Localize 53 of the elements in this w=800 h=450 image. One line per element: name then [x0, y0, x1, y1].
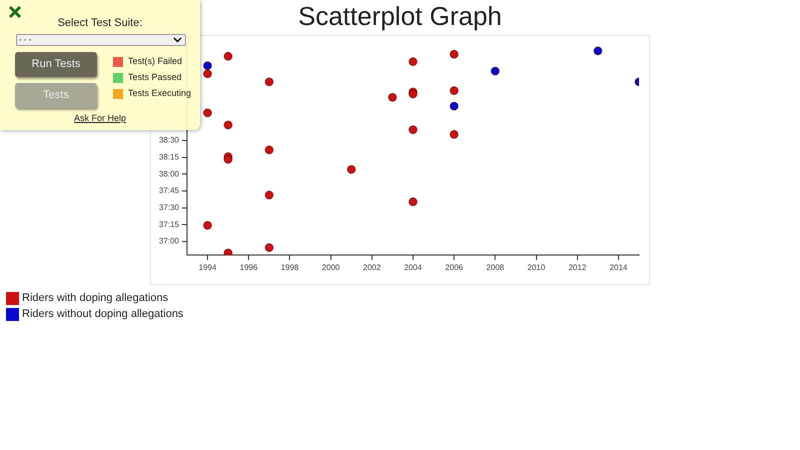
point	[224, 52, 233, 61]
x-tick-label: 1996	[240, 263, 258, 272]
x-tick-label: 2010	[527, 263, 546, 272]
x-tick-label: 2008	[486, 263, 505, 272]
point	[388, 92, 397, 102]
point	[450, 130, 459, 139]
x-tick-label: 1994	[198, 263, 217, 272]
text: Tests	[15, 83, 97, 108]
point	[264, 190, 274, 200]
y-tick-label: 38:00	[158, 169, 180, 178]
point	[408, 197, 418, 206]
point	[224, 154, 233, 164]
x-tick-label: 2000	[322, 263, 340, 272]
y-tick-label: 38:15	[158, 152, 180, 162]
point	[224, 248, 233, 255]
point	[408, 125, 418, 134]
x-tick-label: 2002	[363, 263, 382, 272]
point	[203, 108, 212, 118]
chart-title: Scatterplot Graph	[297, 0, 503, 32]
point	[203, 69, 212, 78]
point	[264, 243, 274, 252]
y-tick-label: 37:15	[158, 220, 180, 229]
text: Select Test Suite:	[56, 17, 144, 29]
annotation: Tests Executing	[128, 88, 192, 98]
y-tick-label: 38:30	[158, 136, 180, 145]
point	[408, 57, 418, 66]
legend-label: Riders with doping allegations	[22, 292, 168, 304]
y-tick-label: 37:45	[158, 186, 180, 196]
point	[203, 220, 212, 230]
point	[408, 90, 418, 98]
legend-label: Riders without doping allegations	[22, 308, 184, 320]
text: - - -	[16, 34, 186, 46]
text: Tests Passed	[128, 72, 182, 82]
x-tick-label: 2006	[445, 263, 464, 272]
text: Ask For Help	[72, 113, 127, 123]
point	[264, 77, 274, 86]
point	[224, 120, 233, 130]
point	[346, 164, 356, 174]
point	[264, 145, 274, 154]
text: Test(s) Failed	[128, 56, 182, 66]
point	[203, 61, 212, 70]
point	[450, 86, 459, 96]
point	[450, 102, 459, 111]
y-tick-label: 37:00	[158, 236, 180, 246]
point	[593, 46, 602, 56]
text: Run Tests	[15, 52, 97, 77]
x-tick-label: 2012	[568, 263, 587, 272]
y-tick-label: 37:30	[158, 203, 180, 212]
point	[490, 66, 500, 76]
x-tick-label: 2014	[610, 263, 628, 272]
x-tick-label: 1998	[280, 263, 300, 272]
point	[450, 50, 459, 59]
x-tick-label: 2004	[404, 263, 422, 272]
